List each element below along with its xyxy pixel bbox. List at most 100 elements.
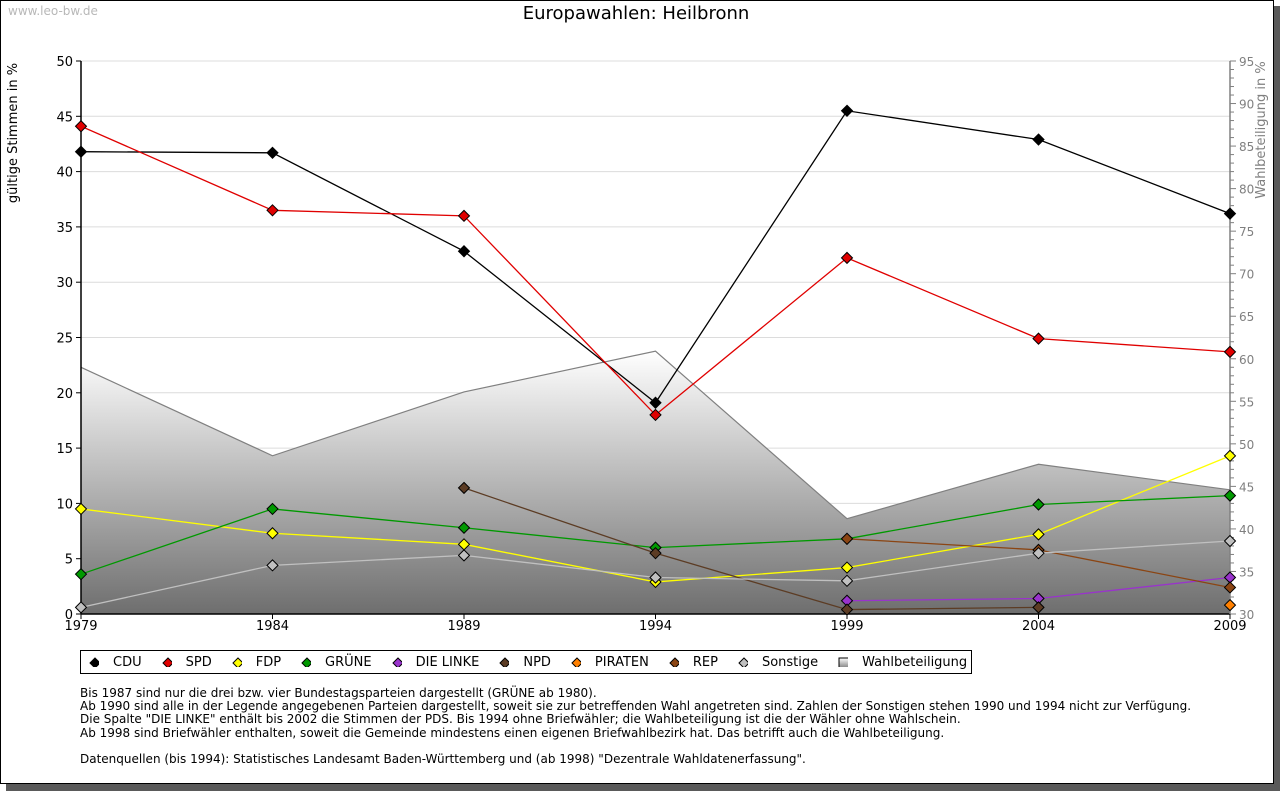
legend-diamond-icon <box>669 657 679 667</box>
y2-tick-label: 95 <box>1239 55 1254 69</box>
data-point-npd <box>840 603 854 616</box>
legend-diamond-icon <box>499 657 510 667</box>
y2-tick-label: 90 <box>1239 98 1254 112</box>
y2-axis-label: Wahlbeteiligung in % <box>1254 61 1269 198</box>
data-point-spd <box>74 120 88 133</box>
y-tick-label: 15 <box>56 442 73 457</box>
turnout-area-fill <box>81 351 1230 614</box>
data-point-grüne <box>74 567 88 581</box>
legend-label: NPD <box>523 654 551 670</box>
legend-item: FDP <box>232 655 281 670</box>
legend-label: REP <box>692 654 718 670</box>
y2-tick-label: 50 <box>1239 438 1254 452</box>
x-tick-label: 1989 <box>447 619 480 634</box>
legend-item: CDU <box>89 655 142 670</box>
y-tick-label: 35 <box>56 221 73 236</box>
data-point-fdp <box>1032 528 1045 541</box>
data-point-piraten <box>1223 598 1237 612</box>
data-point-npd <box>649 546 662 560</box>
watermark: www.leo-bw.de <box>8 4 98 18</box>
axes: 0 5 10 15 20 25 30 35 40 45 50 30 35 40 45 50 55 60 65 70 75… <box>56 55 1254 634</box>
legend-label: SPD <box>185 654 212 670</box>
data-point-cdu <box>266 146 279 160</box>
x-tick-label: 1979 <box>64 619 97 634</box>
legend-label: CDU <box>113 654 142 670</box>
legend-item: Sonstige <box>738 655 818 670</box>
data-point-sonstige <box>266 559 279 572</box>
y2-tick-label: 85 <box>1239 140 1254 154</box>
turnout-line <box>80 350 1231 520</box>
y-tick-label: 0 <box>65 608 73 623</box>
data-point-cdu <box>457 245 471 258</box>
y-tick-label: 20 <box>56 387 73 402</box>
legend-diamond-icon <box>571 657 581 667</box>
data-point-sonstige <box>1032 546 1045 560</box>
legend-diamond-icon <box>161 657 172 667</box>
turnout-area <box>80 350 1231 614</box>
y-tick-label: 30 <box>56 276 73 291</box>
data-point-sonstige <box>457 549 471 562</box>
data-point-fdp <box>840 561 854 574</box>
y2-tick-label: 40 <box>1239 523 1254 537</box>
y2-tick-label: 70 <box>1239 268 1254 282</box>
data-point-spd <box>266 204 279 217</box>
data-point-cdu <box>1032 133 1045 146</box>
y2-tick-label: 35 <box>1239 565 1254 579</box>
y2-tick-label: 75 <box>1239 225 1254 239</box>
y-tick-label: 50 <box>56 55 73 70</box>
data-point-fdp <box>74 502 88 516</box>
legend-diamond-icon <box>738 657 748 667</box>
y-tick-label: 25 <box>56 332 73 347</box>
legend-item: SPD <box>161 654 212 670</box>
data-point-sonstige <box>840 574 854 588</box>
y2-tick-label: 30 <box>1239 608 1254 622</box>
data-point-grüne <box>266 502 279 516</box>
x-tick-label: 2009 <box>1213 619 1246 634</box>
y-tick-label: 45 <box>56 110 73 125</box>
x-tick-label: 1984 <box>256 619 289 634</box>
legend-item: GRÜNE <box>301 655 372 670</box>
data-point-spd <box>1223 345 1237 359</box>
y2-tick-label: 80 <box>1239 183 1254 197</box>
legend-diamond-icon <box>232 657 242 667</box>
data-point-cdu <box>840 104 854 117</box>
data-point-spd <box>1032 332 1045 345</box>
data-point-spd <box>840 251 854 265</box>
note-line: Ab 1998 sind Briefwähler enthalten, sowe… <box>80 725 945 740</box>
data-point-spd <box>649 408 662 422</box>
legend-label: FDP <box>255 654 282 670</box>
x-tick-label: 2004 <box>1022 619 1055 634</box>
y-tick-label: 10 <box>56 497 73 512</box>
legend-square-icon <box>838 657 849 667</box>
legend-label: Sonstige <box>761 654 819 670</box>
y2-tick-label: 45 <box>1239 480 1254 494</box>
data-point-sonstige <box>74 601 88 614</box>
legend-label: PIRATEN <box>594 654 649 670</box>
x-tick-label: 1999 <box>830 619 863 634</box>
legend-diamond-icon <box>89 657 99 667</box>
data-point-cdu <box>649 396 662 409</box>
y2-tick-label: 55 <box>1239 395 1254 409</box>
data-point-cdu <box>1223 207 1237 220</box>
chart-title: Europawahlen: Heilbronn <box>522 3 750 24</box>
data-point-sonstige <box>1223 534 1237 548</box>
legend-label: Wahlbeteiligung <box>862 654 968 670</box>
data-point-npd <box>1032 601 1045 614</box>
legend-item: REP <box>669 655 718 670</box>
legend: CDU SPD FDP GRÜNE DIE LINKE NPD PIRATEN REP Sons… <box>80 650 973 674</box>
data-point-fdp <box>266 527 279 540</box>
x-tick-label: 1994 <box>639 619 672 634</box>
series-markers <box>74 104 1237 616</box>
series-line-npd <box>463 487 1039 611</box>
data-point-grüne <box>1223 489 1237 502</box>
legend-diamond-icon <box>301 657 312 667</box>
legend-item: PIRATEN <box>571 655 649 670</box>
y2-tick-label: 60 <box>1239 353 1254 367</box>
data-point-sonstige <box>649 571 662 584</box>
data-point-fdp <box>1223 449 1237 463</box>
legend-item: Wahlbeteiligung <box>838 655 967 670</box>
notes: Bis 1987 sind nur die drei bzw. vier Bun… <box>80 686 1191 766</box>
source-note: Datenquellen (bis 1994): Statistisches L… <box>80 751 806 766</box>
y-axis-label: gültige Stimmen in % <box>6 63 21 203</box>
y2-tick-label: 65 <box>1239 310 1254 324</box>
